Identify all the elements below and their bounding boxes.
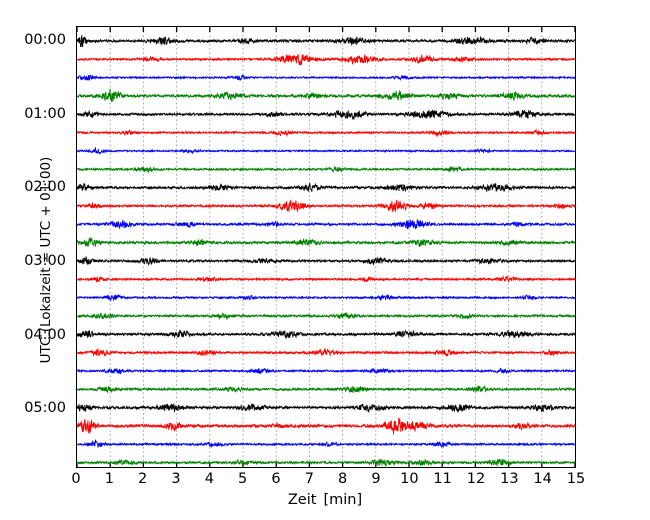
seismic-trace xyxy=(77,440,575,447)
seismic-trace xyxy=(77,386,575,392)
seismic-trace xyxy=(77,313,575,319)
seismic-trace xyxy=(77,89,575,102)
y-tick-label: 01:00 xyxy=(24,105,66,122)
x-axis-label: Zeit [min] xyxy=(0,492,650,508)
x-tick-label: 6 xyxy=(271,471,281,487)
seismic-trace xyxy=(77,148,575,154)
x-tick-label: 3 xyxy=(171,471,181,487)
seismic-trace xyxy=(77,295,575,300)
x-tick-label: 4 xyxy=(204,471,214,487)
x-tick-label: 2 xyxy=(138,471,148,487)
seismic-trace xyxy=(77,110,575,119)
seismic-trace xyxy=(77,183,575,192)
seismic-trace xyxy=(77,220,575,230)
x-tick-label: 9 xyxy=(371,471,381,487)
x-tick-label: 1 xyxy=(104,471,114,487)
x-tick-label: 7 xyxy=(304,471,314,487)
seismic-trace xyxy=(77,200,575,213)
x-tick-label: 11 xyxy=(433,471,452,487)
y-tick-label: 04:00 xyxy=(24,326,66,343)
x-tick-label: 8 xyxy=(338,471,348,487)
y-tick-label: 00:00 xyxy=(24,31,66,48)
seismic-trace xyxy=(77,404,575,413)
x-tick-label: 10 xyxy=(400,471,419,487)
plot-area xyxy=(76,26,576,468)
seismic-trace xyxy=(77,256,575,264)
x-tick-label: 12 xyxy=(466,471,486,487)
seismic-trace xyxy=(77,167,575,173)
x-axis-label-main: Zeit xyxy=(287,492,317,508)
y-tick-label: 05:00 xyxy=(24,400,66,417)
x-axis-label-unit: [min] xyxy=(323,492,363,508)
seismic-trace xyxy=(77,130,575,136)
x-tick-label: 15 xyxy=(566,471,586,487)
seismic-trace-layer xyxy=(77,27,575,467)
seismic-trace xyxy=(77,35,575,47)
x-tick-label: 14 xyxy=(533,471,552,487)
seismic-trace xyxy=(77,330,575,338)
x-tick-label: 0 xyxy=(71,471,81,487)
seismic-trace xyxy=(77,54,575,65)
y-tick-label: 03:00 xyxy=(24,252,66,269)
seismic-trace xyxy=(77,368,575,373)
seismic-trace xyxy=(77,276,575,282)
seismic-trace xyxy=(77,237,575,247)
seismic-trace xyxy=(77,75,575,81)
seismic-trace xyxy=(77,459,575,466)
x-tick-label: 13 xyxy=(500,471,519,487)
x-tick-label: 5 xyxy=(238,471,248,487)
seismic-trace xyxy=(77,418,575,435)
seismic-trace xyxy=(77,349,575,356)
y-tick-label: 02:00 xyxy=(24,179,66,196)
